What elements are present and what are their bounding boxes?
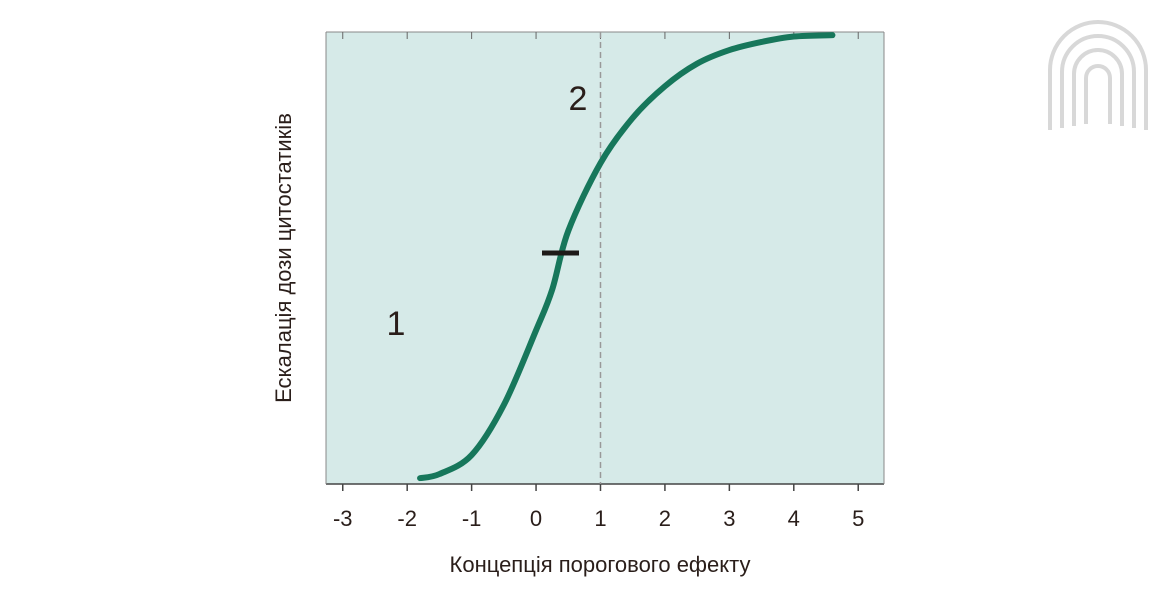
x-tick-label: 2 <box>659 506 671 531</box>
x-tick-label: 1 <box>594 506 606 531</box>
y-axis-title: Ескалація дози цитостатиків <box>271 113 296 403</box>
annotation: 1 <box>387 305 406 343</box>
x-tick-label: -1 <box>462 506 482 531</box>
annotation: 2 <box>569 80 588 118</box>
x-tick-label: -2 <box>397 506 417 531</box>
plot-area <box>326 32 884 484</box>
x-tick-label: 3 <box>723 506 735 531</box>
x-tick-label: -3 <box>333 506 353 531</box>
x-axis-title: Концепція порогового ефекту <box>450 552 751 577</box>
x-tick-label: 4 <box>788 506 800 531</box>
logo <box>1048 20 1148 130</box>
x-tick-label: 5 <box>852 506 864 531</box>
x-tick-label: 0 <box>530 506 542 531</box>
curve <box>417 32 836 482</box>
